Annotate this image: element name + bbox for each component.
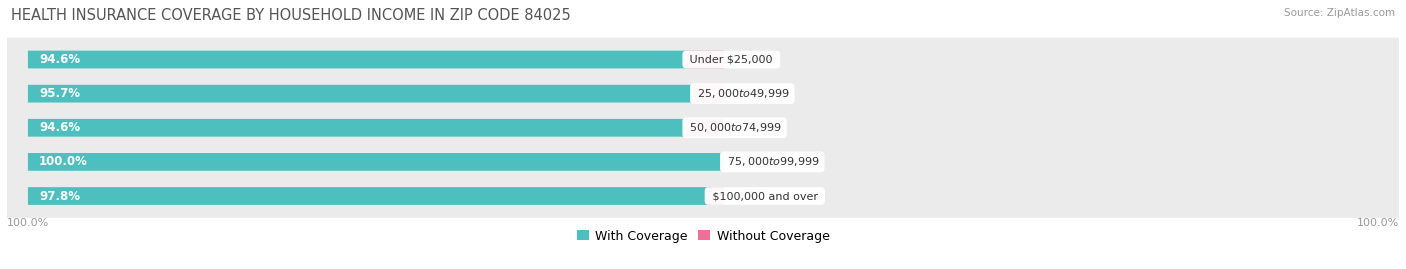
Text: 0.0%: 0.0% <box>745 155 775 168</box>
Text: 100.0%: 100.0% <box>1357 218 1399 228</box>
FancyBboxPatch shape <box>28 85 695 102</box>
FancyBboxPatch shape <box>28 187 709 205</box>
Text: $25,000 to $49,999: $25,000 to $49,999 <box>695 87 790 100</box>
Text: 100.0%: 100.0% <box>7 218 49 228</box>
Text: 2.2%: 2.2% <box>745 190 775 203</box>
FancyBboxPatch shape <box>686 119 724 137</box>
Text: 94.6%: 94.6% <box>39 53 80 66</box>
Text: 95.7%: 95.7% <box>39 87 80 100</box>
FancyBboxPatch shape <box>4 140 1402 184</box>
FancyBboxPatch shape <box>695 85 724 102</box>
FancyBboxPatch shape <box>28 51 686 68</box>
Text: 97.8%: 97.8% <box>39 190 80 203</box>
Text: 5.4%: 5.4% <box>745 121 775 134</box>
Legend: With Coverage, Without Coverage: With Coverage, Without Coverage <box>572 225 834 248</box>
FancyBboxPatch shape <box>686 51 724 68</box>
Text: HEALTH INSURANCE COVERAGE BY HOUSEHOLD INCOME IN ZIP CODE 84025: HEALTH INSURANCE COVERAGE BY HOUSEHOLD I… <box>11 8 571 23</box>
FancyBboxPatch shape <box>28 153 724 171</box>
Text: $75,000 to $99,999: $75,000 to $99,999 <box>724 155 821 168</box>
FancyBboxPatch shape <box>4 106 1402 150</box>
Text: $50,000 to $74,999: $50,000 to $74,999 <box>686 121 783 134</box>
FancyBboxPatch shape <box>709 187 724 205</box>
FancyBboxPatch shape <box>28 119 686 137</box>
Text: 100.0%: 100.0% <box>39 155 89 168</box>
Text: $100,000 and over: $100,000 and over <box>709 191 821 201</box>
Text: 5.4%: 5.4% <box>745 53 775 66</box>
FancyBboxPatch shape <box>4 174 1402 218</box>
Text: 4.3%: 4.3% <box>745 87 775 100</box>
FancyBboxPatch shape <box>4 38 1402 81</box>
Text: Source: ZipAtlas.com: Source: ZipAtlas.com <box>1284 8 1395 18</box>
FancyBboxPatch shape <box>4 72 1402 115</box>
Text: Under $25,000: Under $25,000 <box>686 55 776 65</box>
Text: 94.6%: 94.6% <box>39 121 80 134</box>
